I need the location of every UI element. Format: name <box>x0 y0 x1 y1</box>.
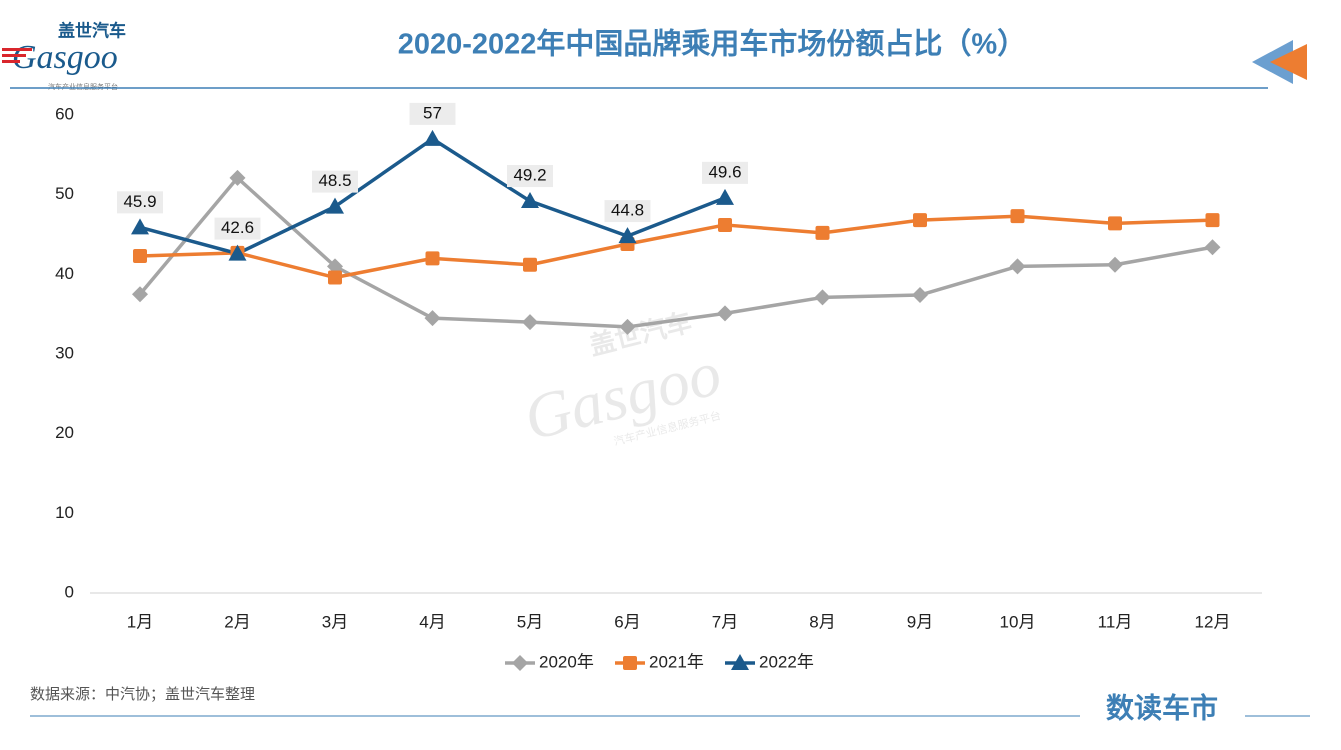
point-marker <box>522 314 538 331</box>
data-label: 42.6 <box>221 218 254 237</box>
point-marker <box>229 169 246 186</box>
y-tick-label: 10 <box>55 503 74 522</box>
logo-stripe <box>2 60 20 63</box>
point-marker <box>716 188 734 205</box>
logo: 盖世汽车 Gasgoo 汽车产业信息服务平台 <box>2 20 126 91</box>
logo-tagline: 汽车产业信息服务平台 <box>48 82 118 91</box>
y-tick-label: 50 <box>55 184 74 203</box>
logo-stripe <box>2 54 26 57</box>
x-tick-label: 5月 <box>517 612 543 631</box>
data-label-bg <box>702 161 748 184</box>
logo-stripe <box>2 48 32 51</box>
y-tick-label: 60 <box>55 104 74 123</box>
point-marker <box>425 251 440 266</box>
point-marker <box>326 197 344 214</box>
point-marker <box>132 286 148 303</box>
x-tick-label: 9月 <box>907 612 933 631</box>
x-tick-label: 8月 <box>809 612 835 631</box>
legend-label: 2022年 <box>759 652 814 671</box>
legend-marker <box>623 656 637 670</box>
footer-brand: 数读车市 <box>1106 691 1218 723</box>
series-line <box>138 176 1213 329</box>
data-label-bg <box>409 102 456 125</box>
point-marker <box>131 218 149 235</box>
point-marker <box>718 217 732 232</box>
point-marker <box>913 213 927 228</box>
data-label: 49.6 <box>708 162 741 181</box>
logo-name: 盖世汽车 <box>58 20 126 40</box>
point-marker <box>717 305 733 322</box>
logo-wordmark: Gasgoo <box>12 39 118 76</box>
data-label: 45.9 <box>123 192 156 211</box>
data-label: 48.5 <box>318 171 351 190</box>
point-marker <box>424 310 441 327</box>
data-label: 49.2 <box>513 166 546 185</box>
data-label: 57 <box>423 103 442 122</box>
point-marker <box>1205 213 1220 228</box>
x-tick-label: 12月 <box>1195 612 1231 631</box>
legend-label: 2020年 <box>539 652 594 671</box>
x-tick-label: 2月 <box>224 612 250 631</box>
point-marker <box>618 227 637 244</box>
arrow-icon <box>1270 44 1307 80</box>
data-label-bg <box>312 170 358 193</box>
x-tick-label: 7月 <box>712 612 738 631</box>
data-label-bg <box>604 200 651 223</box>
point-marker <box>912 287 928 304</box>
point-marker <box>619 318 636 335</box>
legend-marker <box>512 655 528 671</box>
point-marker <box>1009 258 1026 275</box>
y-tick-label: 40 <box>55 264 74 283</box>
point-marker <box>1010 209 1025 224</box>
y-tick-label: 20 <box>55 423 74 442</box>
x-tick-label: 1月 <box>127 612 153 631</box>
x-tick-label: 4月 <box>419 612 445 631</box>
point-marker <box>1204 239 1221 256</box>
data-label-bg <box>214 217 261 240</box>
x-tick-label: 11月 <box>1098 612 1133 631</box>
legend-label: 2021年 <box>649 652 704 671</box>
legend-marker <box>731 654 749 670</box>
point-marker <box>521 192 539 209</box>
point-marker <box>133 249 147 264</box>
point-marker <box>228 244 247 261</box>
point-marker <box>815 225 830 240</box>
x-tick-label: 6月 <box>614 612 640 631</box>
point-marker <box>423 129 442 146</box>
y-tick-label: 30 <box>55 343 74 362</box>
data-label: 44.8 <box>611 201 644 220</box>
data-label-bg <box>117 191 163 214</box>
data-label-bg <box>507 165 553 188</box>
series-line <box>139 214 1213 280</box>
point-marker <box>1107 256 1123 273</box>
point-marker <box>814 289 831 306</box>
x-tick-label: 3月 <box>322 612 348 631</box>
source-note: 数据来源：中汽协；盖世汽车整理 <box>30 686 255 703</box>
x-tick-label: 10月 <box>1000 612 1036 631</box>
point-marker <box>328 270 342 285</box>
point-marker <box>523 257 537 272</box>
point-marker <box>327 258 343 275</box>
chart-title: 2020-2022年中国品牌乘用车市场份额占比（%） <box>398 27 1026 61</box>
point-marker <box>1108 216 1122 231</box>
y-tick-label: 0 <box>65 582 74 601</box>
